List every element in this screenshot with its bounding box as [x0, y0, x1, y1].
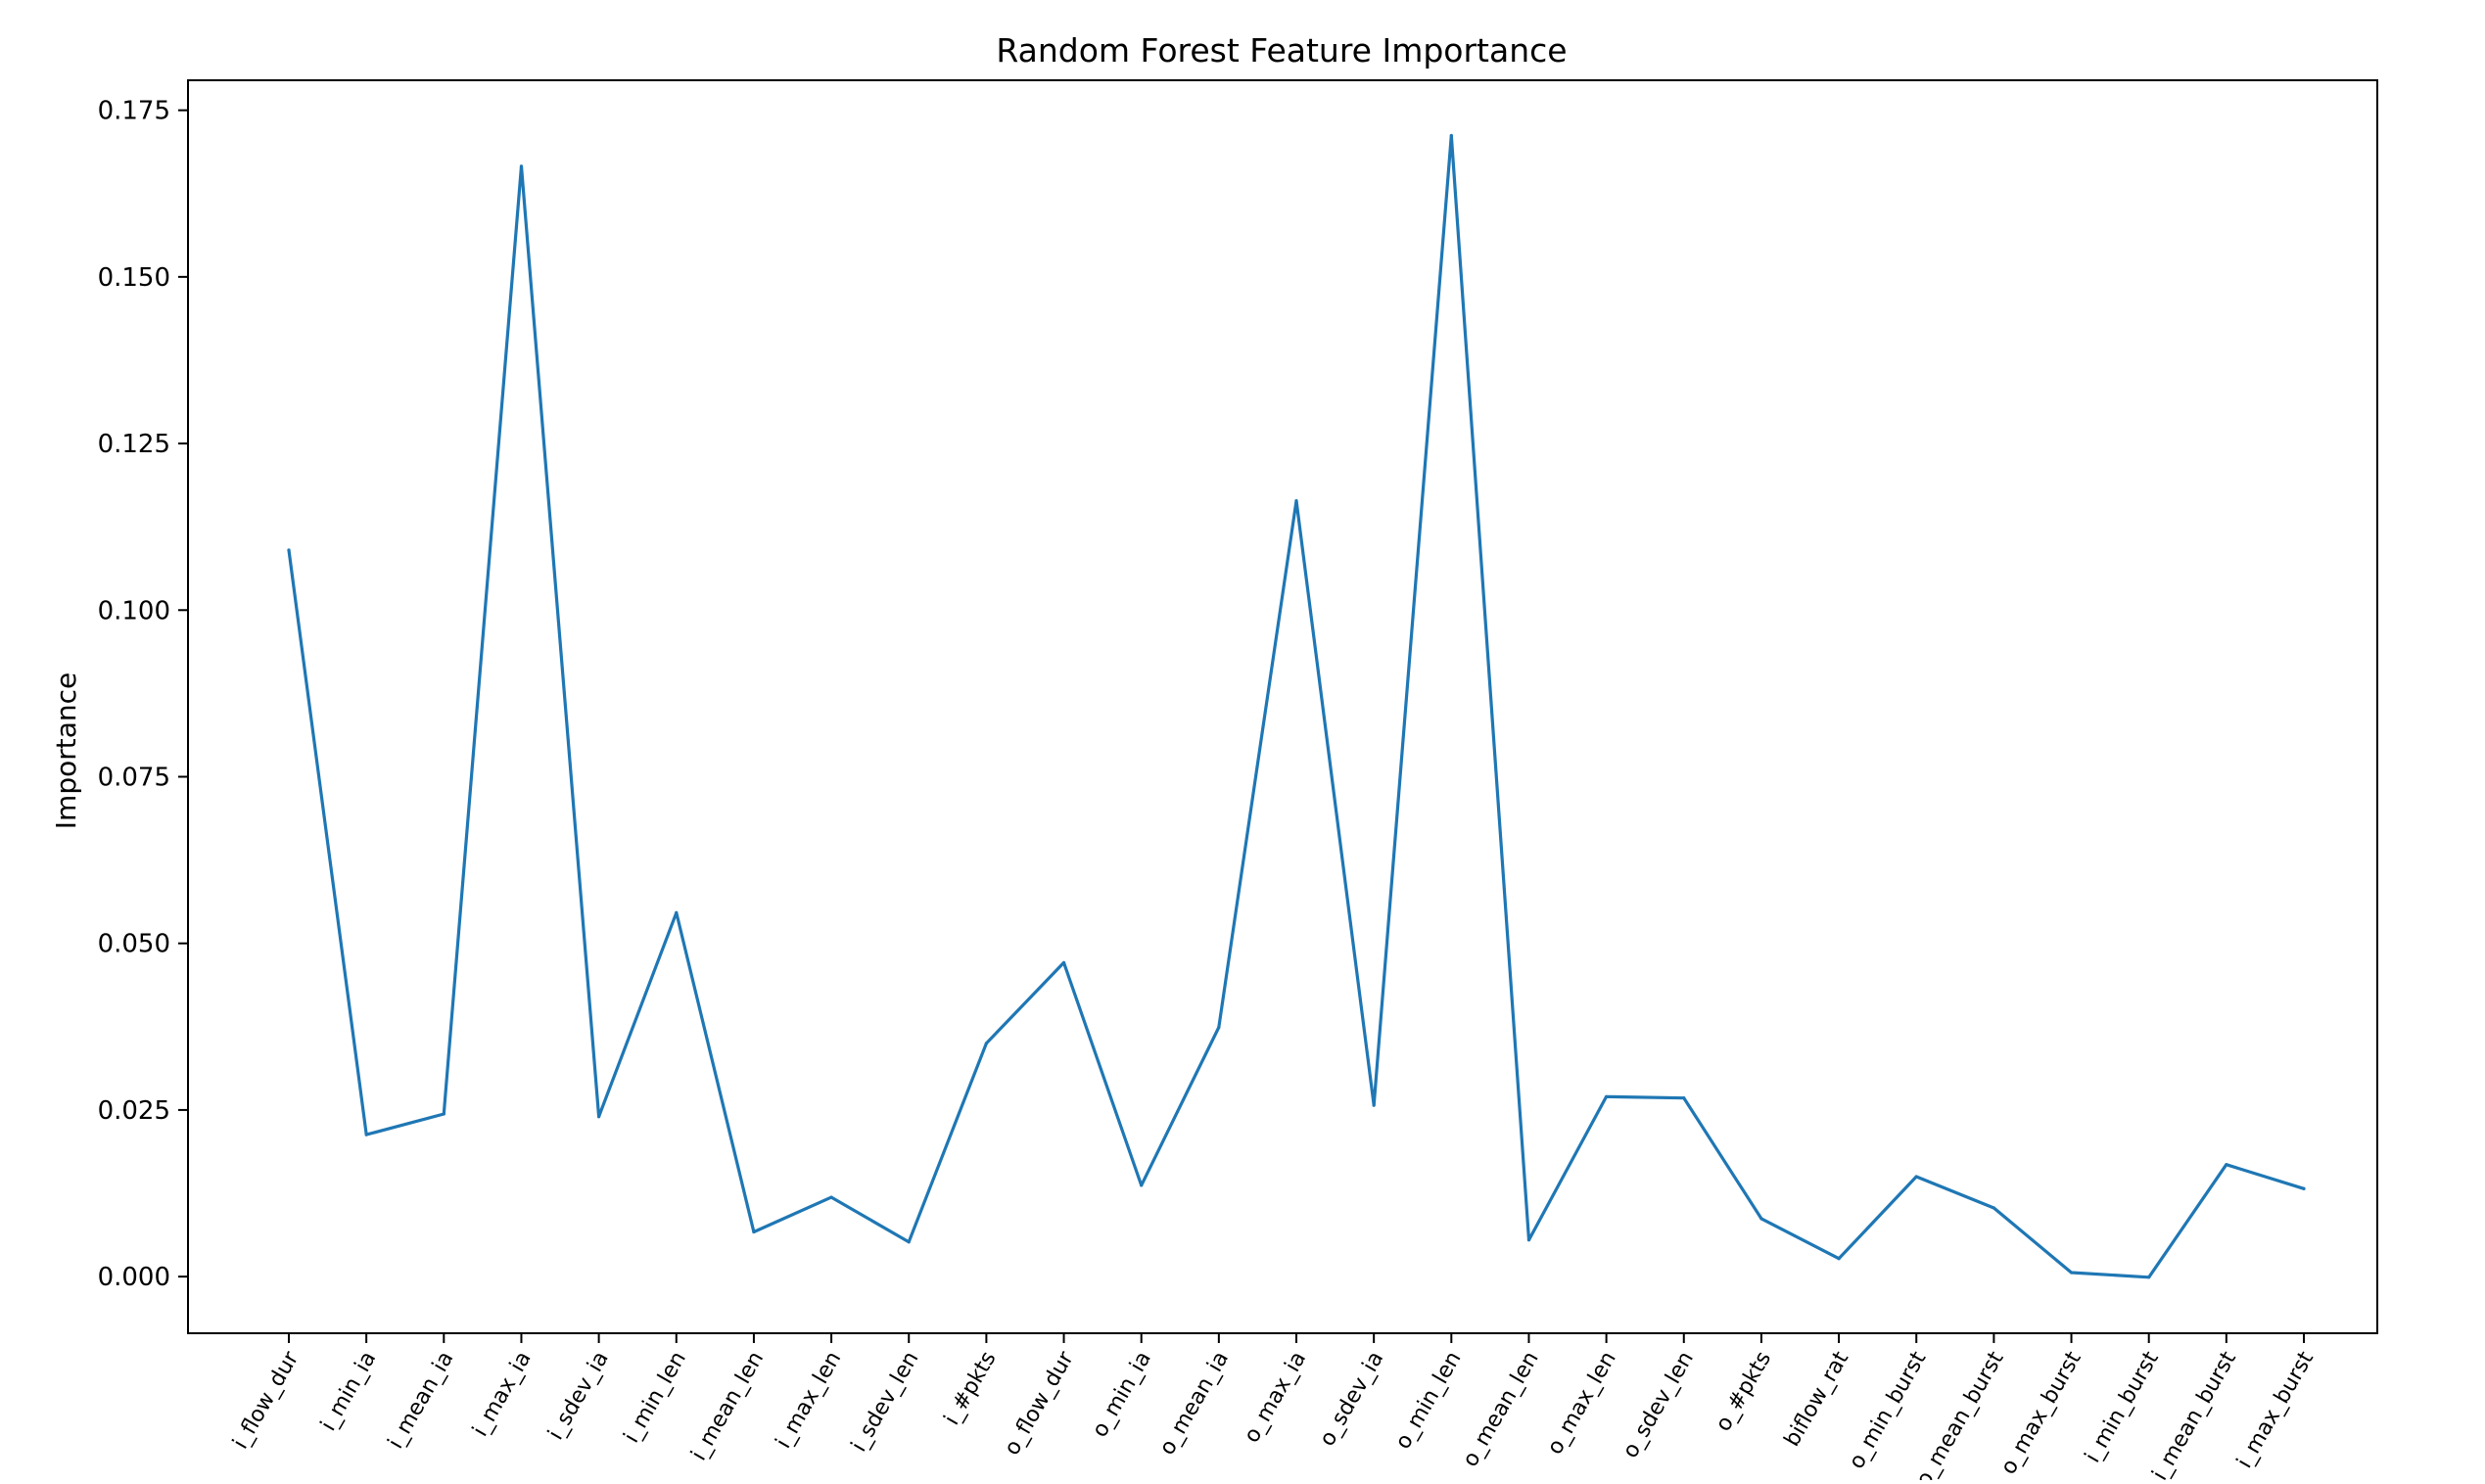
- y-tick-label: 0.125: [98, 430, 170, 459]
- y-tick-label: 0.025: [98, 1096, 170, 1126]
- data-point-i_max_len: [829, 1195, 833, 1199]
- y-axis-ticks: 0.000 0.025 0.050 0.075 0.100 0.125 0.150 0.175: [98, 97, 188, 1292]
- y-tick-label: 0.175: [98, 97, 170, 126]
- y-tick-label: 0.000: [98, 1263, 170, 1292]
- data-point-i_sdev_ia: [597, 1115, 601, 1119]
- data-point-o_min_ia: [1140, 1183, 1144, 1187]
- data-point-i_max_burst: [2302, 1186, 2306, 1190]
- data-point-i_#pkts: [984, 1042, 988, 1045]
- data-point-o_min_len: [1449, 133, 1453, 138]
- data-point-i_min_ia: [364, 1133, 368, 1136]
- data-point-i_flow_dur: [287, 548, 291, 552]
- y-tick-label: 0.075: [98, 763, 170, 792]
- data-point-o_max_ia: [1294, 499, 1298, 503]
- series-layer: [287, 133, 2306, 1279]
- data-point-o_flow_dur: [1061, 960, 1066, 965]
- data-point-o_mean_burst: [1992, 1206, 1995, 1210]
- data-point-o_max_len: [1605, 1094, 1609, 1098]
- y-tick-label: 0.050: [98, 930, 170, 959]
- data-point-o_max_burst: [2069, 1271, 2074, 1275]
- data-point-i_mean_ia: [442, 1112, 445, 1116]
- chart-title: Random Forest Feature Importance: [996, 31, 1567, 70]
- data-point-i_sdev_len: [907, 1240, 911, 1244]
- data-point-o_#pkts: [1759, 1217, 1763, 1221]
- data-point-o_sdev_ia: [1372, 1103, 1376, 1107]
- y-tick-label: 0.150: [98, 263, 170, 293]
- data-point-o_min_burst: [1914, 1175, 1918, 1179]
- data-point-i_mean_len: [752, 1229, 756, 1234]
- plot-area-frame: [187, 79, 2378, 1334]
- data-point-o_sdev_len: [1682, 1096, 1686, 1100]
- data-point-biflow_rat: [1837, 1257, 1841, 1261]
- data-point-o_mean_ia: [1217, 1025, 1221, 1030]
- data-point-i_min_burst: [2147, 1275, 2151, 1279]
- data-point-i_mean_burst: [2225, 1163, 2228, 1167]
- data-point-i_min_len: [675, 910, 679, 914]
- y-axis-label: Importance: [50, 672, 82, 829]
- data-point-i_max_ia: [519, 164, 524, 168]
- y-tick-label: 0.100: [98, 596, 170, 626]
- data-point-o_mean_len: [1526, 1238, 1531, 1242]
